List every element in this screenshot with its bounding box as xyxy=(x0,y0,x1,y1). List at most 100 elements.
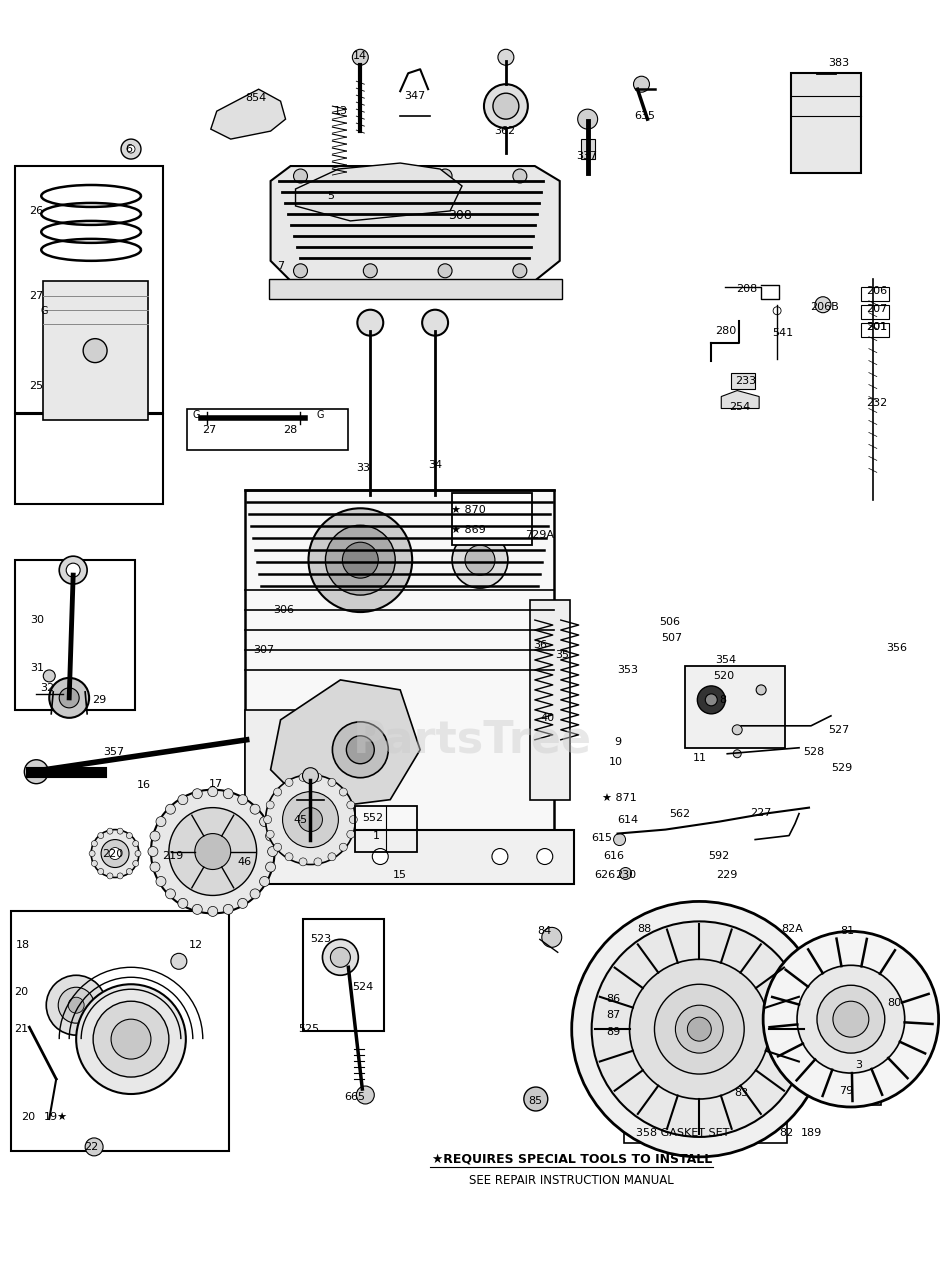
Bar xyxy=(624,1117,787,1143)
Bar xyxy=(187,408,348,451)
Text: 206: 206 xyxy=(867,285,887,296)
Polygon shape xyxy=(271,680,420,810)
Circle shape xyxy=(193,905,202,914)
Circle shape xyxy=(438,169,452,183)
Text: 353: 353 xyxy=(617,664,638,675)
Circle shape xyxy=(107,873,113,879)
Circle shape xyxy=(59,987,94,1023)
Text: 82: 82 xyxy=(779,1128,793,1138)
Text: 81: 81 xyxy=(840,927,854,937)
Circle shape xyxy=(438,264,452,278)
Text: 25: 25 xyxy=(29,380,43,390)
Text: 347: 347 xyxy=(405,91,426,101)
Circle shape xyxy=(309,508,413,612)
Circle shape xyxy=(619,868,632,879)
Circle shape xyxy=(263,815,272,823)
Circle shape xyxy=(349,815,358,823)
Bar xyxy=(861,305,888,319)
Circle shape xyxy=(133,841,139,846)
Bar xyxy=(861,323,888,337)
Circle shape xyxy=(833,1001,868,1037)
Circle shape xyxy=(314,773,322,781)
Bar xyxy=(15,561,135,710)
Circle shape xyxy=(126,869,132,874)
Circle shape xyxy=(193,788,202,799)
Circle shape xyxy=(243,849,259,864)
Text: 17: 17 xyxy=(209,778,223,788)
Text: 729A: 729A xyxy=(525,530,554,540)
Bar xyxy=(15,166,163,413)
Text: G: G xyxy=(316,411,324,421)
Circle shape xyxy=(524,1087,548,1111)
Circle shape xyxy=(25,760,48,783)
Text: 189: 189 xyxy=(801,1128,821,1138)
Circle shape xyxy=(135,850,141,856)
Bar xyxy=(354,494,466,540)
Text: 3: 3 xyxy=(855,1060,863,1070)
Text: 615: 615 xyxy=(591,832,612,842)
Circle shape xyxy=(151,790,275,914)
Text: 337: 337 xyxy=(576,151,598,161)
Circle shape xyxy=(68,997,84,1014)
Bar xyxy=(581,140,595,159)
Bar xyxy=(600,983,656,1041)
Text: 525: 525 xyxy=(298,1024,319,1034)
Circle shape xyxy=(352,50,368,65)
Text: 21: 21 xyxy=(14,1024,28,1034)
Circle shape xyxy=(165,888,176,899)
Text: 229: 229 xyxy=(716,870,738,881)
Text: 88: 88 xyxy=(637,924,651,934)
Circle shape xyxy=(358,310,383,335)
Bar xyxy=(732,372,755,389)
Circle shape xyxy=(93,1001,169,1076)
Text: ★REQUIRES SPECIAL TOOLS TO INSTALL: ★REQUIRES SPECIAL TOOLS TO INSTALL xyxy=(431,1152,712,1165)
Text: 18: 18 xyxy=(16,941,30,950)
Text: 31: 31 xyxy=(30,663,44,673)
Circle shape xyxy=(299,773,307,781)
Circle shape xyxy=(542,928,562,947)
Circle shape xyxy=(687,1018,711,1041)
Circle shape xyxy=(85,1138,103,1156)
Text: 83: 83 xyxy=(734,1088,749,1098)
Circle shape xyxy=(260,817,270,827)
Text: 230: 230 xyxy=(615,870,636,881)
Circle shape xyxy=(117,873,123,879)
Text: 206B: 206B xyxy=(811,302,839,312)
Circle shape xyxy=(92,841,97,846)
Circle shape xyxy=(250,888,260,899)
Text: 528: 528 xyxy=(803,746,825,756)
Text: 19★: 19★ xyxy=(44,1112,68,1123)
Text: 20: 20 xyxy=(14,987,28,997)
Bar xyxy=(269,279,562,298)
Circle shape xyxy=(654,984,744,1074)
Text: 35: 35 xyxy=(555,650,568,660)
Circle shape xyxy=(76,984,186,1094)
Circle shape xyxy=(363,264,378,278)
Text: ★ 870: ★ 870 xyxy=(450,506,485,516)
Text: 13: 13 xyxy=(333,106,347,116)
Circle shape xyxy=(330,947,350,968)
Circle shape xyxy=(126,832,132,838)
Text: 36: 36 xyxy=(532,640,547,650)
Circle shape xyxy=(92,829,139,878)
Text: 507: 507 xyxy=(661,634,682,643)
Circle shape xyxy=(121,140,141,159)
Text: 201: 201 xyxy=(867,321,887,332)
Circle shape xyxy=(285,778,293,786)
Circle shape xyxy=(117,828,123,835)
Bar xyxy=(354,540,466,586)
Circle shape xyxy=(101,840,129,868)
Circle shape xyxy=(285,852,293,860)
Circle shape xyxy=(630,959,769,1100)
Text: 854: 854 xyxy=(245,93,266,104)
Text: 280: 280 xyxy=(715,325,736,335)
Text: 201: 201 xyxy=(867,321,887,332)
Text: 8: 8 xyxy=(719,695,727,705)
Bar xyxy=(225,829,574,884)
Text: 306: 306 xyxy=(273,605,295,616)
Text: 552: 552 xyxy=(362,813,383,823)
Bar xyxy=(452,493,531,545)
Text: 1: 1 xyxy=(373,831,379,841)
Circle shape xyxy=(422,310,448,335)
Circle shape xyxy=(633,77,649,92)
